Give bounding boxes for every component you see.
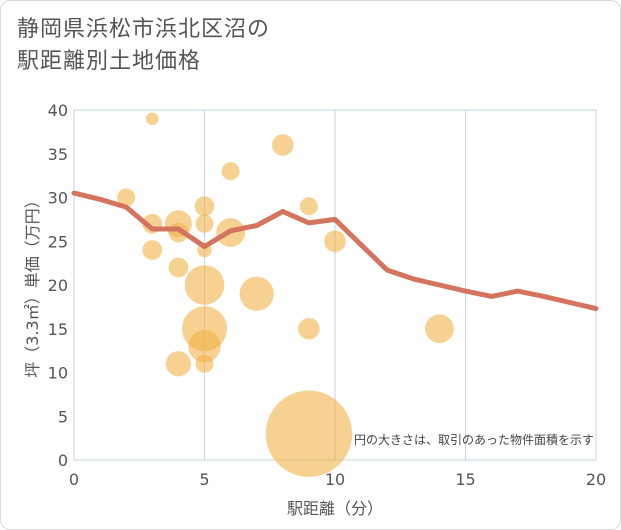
data-bubble <box>146 112 159 126</box>
y-tick-label: 30 <box>48 189 68 208</box>
data-bubble <box>265 390 353 477</box>
data-bubble <box>324 230 346 253</box>
y-tick-label: 5 <box>58 407 68 426</box>
x-axis-title: 駅距離（分） <box>287 499 383 518</box>
y-tick-label: 20 <box>48 276 68 295</box>
data-bubble <box>194 196 215 217</box>
data-bubble <box>195 214 214 233</box>
data-bubble <box>425 314 454 344</box>
y-axis-title: 坪（3.3㎡）単価（万円） <box>23 192 42 377</box>
data-bubble <box>195 354 214 373</box>
x-tick-label: 0 <box>69 470 79 489</box>
y-tick-label: 40 <box>48 101 68 120</box>
x-tick-label: 5 <box>199 470 209 489</box>
data-bubble <box>184 265 225 305</box>
data-bubble <box>272 134 294 156</box>
data-bubble <box>299 197 318 216</box>
x-tick-label: 20 <box>586 470 606 489</box>
chart-title: 静岡県浜松市浜北区沼の 駅距離別土地価格 <box>17 14 437 78</box>
data-bubble <box>117 188 136 207</box>
data-bubble <box>165 351 191 377</box>
y-tick-label: 25 <box>48 232 68 251</box>
y-tick-label: 35 <box>48 145 68 164</box>
y-tick-label: 0 <box>58 451 68 470</box>
data-bubble <box>239 276 274 311</box>
average-price-line <box>71 190 599 312</box>
data-bubble <box>298 317 320 340</box>
data-bubble <box>188 330 221 363</box>
data-bubble <box>168 257 189 278</box>
x-tick-label: 10 <box>325 470 345 489</box>
x-tick-label: 15 <box>455 470 475 489</box>
bubble-size-note: 円の大きさは、取引のあった物件面積を示す <box>354 432 594 447</box>
y-tick-label: 15 <box>48 320 68 339</box>
data-bubble <box>221 162 240 181</box>
chart-title-line2: 駅距離別土地価格 <box>17 49 202 74</box>
y-tick-label: 10 <box>48 364 68 383</box>
chart-title-line1: 静岡県浜松市浜北区沼の <box>17 17 271 42</box>
data-bubble <box>142 240 163 260</box>
